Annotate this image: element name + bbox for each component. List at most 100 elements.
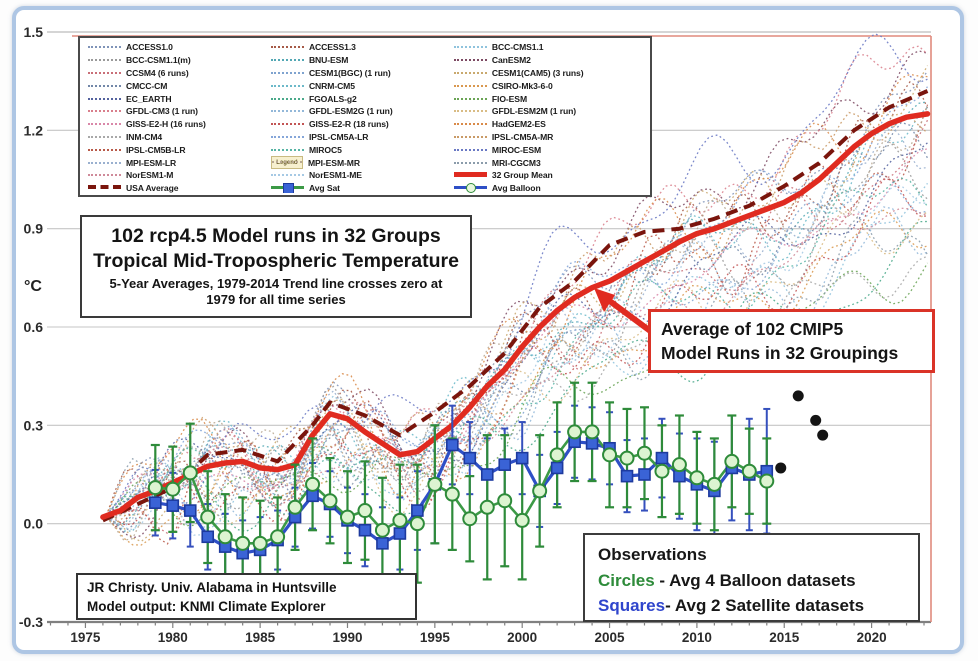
y-tick-label-1.5: 1.5 — [24, 24, 44, 40]
legend-balloon-swatch — [453, 183, 487, 194]
legend-dotted-line-swatch — [270, 55, 304, 65]
legend-item-label: HadGEM2-ES — [491, 119, 546, 130]
title-line-2: Tropical Mid-Tropospheric Temperature — [93, 250, 459, 272]
balloon-circle-2002 — [549, 447, 565, 463]
sat-square-1997 — [463, 451, 477, 465]
model-line-access1-3 — [105, 80, 929, 517]
legend-dotted-line-swatch — [88, 81, 121, 91]
y-tick-label-0.0: 0.0 — [24, 516, 44, 532]
sat-square-2007 — [638, 468, 651, 481]
observations-satellite-line: Squares- Avg 2 Satellite datasets — [598, 593, 918, 619]
legend-dotted-line-swatch — [453, 42, 487, 52]
model-line-canesm2 — [105, 50, 928, 539]
legend-usa-swatch — [88, 183, 121, 193]
legend-dotted-line-swatch — [88, 106, 121, 116]
legend-item-mri-cgcm3: MRI-CGCM3 — [453, 158, 646, 168]
legend-item-label: GFDL-ESM2M (1 run) — [491, 106, 577, 117]
black-dot-2017.2 — [817, 429, 829, 441]
y-axis-unit-label: °C — [24, 278, 42, 295]
balloon-circle-1994 — [409, 516, 425, 532]
legend-item-giss-e2-h-16-runs-: GISS-E2-H (16 runs) — [88, 119, 271, 129]
circles-label: Circles — [598, 570, 655, 590]
legend-item-label: MIROC5 — [308, 144, 342, 155]
sat-square-1994 — [411, 504, 424, 517]
y-tick-label-0.9: 0.9 — [24, 221, 44, 237]
legend-dotted-line-swatch — [88, 158, 121, 168]
legend-item-noresm1-me: NorESM1-ME — [270, 170, 454, 181]
model-line-cnrm-cm5 — [106, 106, 928, 532]
legend-item-ec-earth: EC_EARTH — [88, 94, 271, 104]
balloon-circle-1980 — [165, 481, 181, 497]
legend-item-label: NorESM1-ME — [308, 170, 362, 181]
balloon-circle-2007 — [636, 445, 652, 461]
legend-dotted-line-swatch — [270, 145, 304, 155]
legend-item-label: CESM1(CAM5) (3 runs) — [491, 67, 584, 78]
legend-item-label: Avg Sat — [308, 183, 340, 194]
legend-dotted-line-swatch — [270, 170, 304, 180]
observations-box: Observations Circles - Avg 4 Balloon dat… — [583, 533, 920, 622]
balloon-circle-1987 — [287, 499, 303, 515]
model-line-miroc-esm — [105, 33, 928, 516]
balloon-circle-1991 — [357, 503, 373, 519]
balloon-circle-2003 — [567, 424, 583, 440]
black-dot-2014.8 — [775, 462, 787, 474]
legend-item-fgoals-g2: FGOALS-g2 — [270, 94, 454, 104]
legend-dotted-line-swatch — [270, 106, 304, 116]
legend-item-label: MIROC-ESM — [491, 144, 542, 155]
legend-item-hadgem2-es: HadGEM2-ES — [453, 119, 646, 130]
legend-dotted-line-swatch — [88, 170, 121, 180]
legend-item-ipsl-cm5a-lr: IPSL-CM5A-LR — [270, 132, 454, 142]
model-line-ipsl-cm5a-lr — [105, 86, 929, 516]
legend-item-label: CMCC-CM — [126, 80, 168, 91]
balloon-circle-1982 — [200, 509, 216, 525]
legend-dotted-line-swatch — [453, 145, 487, 155]
x-tick-label-2005: 2005 — [595, 630, 626, 645]
legend-item-label: ACCESS1.3 — [308, 42, 356, 53]
model-line-cesm1-cam5-3-runs- — [106, 65, 929, 543]
legend-item-label: GISS-E2-R (18 runs) — [308, 119, 389, 130]
balloon-circle-1990 — [339, 509, 355, 525]
credit-line-2: Model output: KNMI Climate Explorer — [87, 599, 326, 614]
balloon-circle-1999 — [497, 493, 513, 509]
cmip5-annotation-line-1: Average of 102 CMIP5 — [661, 319, 844, 339]
balloon-circle-1997 — [462, 511, 478, 527]
legend-item-label: MPI-ESM-MR — [307, 157, 360, 168]
legend-item-inm-cm4: INM-CM4 — [88, 132, 271, 142]
title-line-3: 5-Year Averages, 1979-2014 Trend line cr… — [109, 276, 443, 307]
legend-dotted-line-swatch — [453, 119, 487, 129]
legend-item-label: USA Average — [126, 183, 179, 194]
title-box: 102 rcp4.5 Model runs in 32 Groups Tropi… — [80, 215, 472, 318]
legend-item-avg-sat: Avg Sat — [270, 183, 454, 194]
legend-dotted-line-swatch — [453, 81, 487, 91]
legend-dotted-line-swatch — [88, 94, 121, 104]
sat-square-2008 — [655, 451, 669, 465]
sat-square-1988 — [306, 489, 319, 503]
legend-item-fio-esm: FIO-ESM — [453, 94, 646, 104]
sat-square-2004 — [585, 437, 599, 450]
legend-item-gfdl-esm2g-1-run-: GFDL-ESM2G (1 run) — [270, 106, 454, 116]
legend-item-access1-0: ACCESS1.0 — [88, 42, 271, 52]
legend-item-ipsl-cm5a-mr: IPSL-CM5A-MR — [453, 131, 646, 142]
credit-box: JR Christy. Univ. Alabama in Huntsville … — [76, 573, 417, 620]
legend-item-label: GFDL-CM3 (1 run) — [126, 106, 198, 117]
legend-item-gfdl-esm2m-1-run-: GFDL-ESM2M (1 run) — [453, 106, 646, 117]
legend-dotted-line-swatch — [270, 42, 304, 52]
y-tick-label--0.3: -0.3 — [19, 614, 43, 630]
model-line-inm-cm4 — [105, 255, 928, 520]
legend-item-cnrm-cm5: CNRM-CM5 — [270, 81, 454, 91]
legend-item-label: IPSL-CM5A-MR — [491, 131, 554, 142]
legend-dotted-line-swatch — [270, 119, 304, 129]
legend-item-canesm2: CanESM2 — [453, 55, 646, 66]
legend-item-avg-balloon: Avg Balloon — [453, 183, 646, 194]
balloon-circle-1989 — [322, 493, 338, 509]
sat-square-1992 — [376, 537, 389, 550]
balloon-circle-1988 — [305, 476, 321, 492]
legend-dotted-line-swatch — [88, 132, 121, 142]
sat-square-2002 — [550, 461, 564, 475]
legend-item-miroc-esm: MIROC-ESM — [453, 144, 646, 155]
x-tick-label-2015: 2015 — [769, 630, 800, 645]
legend-dotted-line-swatch — [88, 68, 121, 78]
legend-dotted-line-swatch — [88, 42, 121, 52]
legend-item-label: CanESM2 — [491, 55, 531, 66]
legend-item-label: EC_EARTH — [126, 93, 172, 104]
